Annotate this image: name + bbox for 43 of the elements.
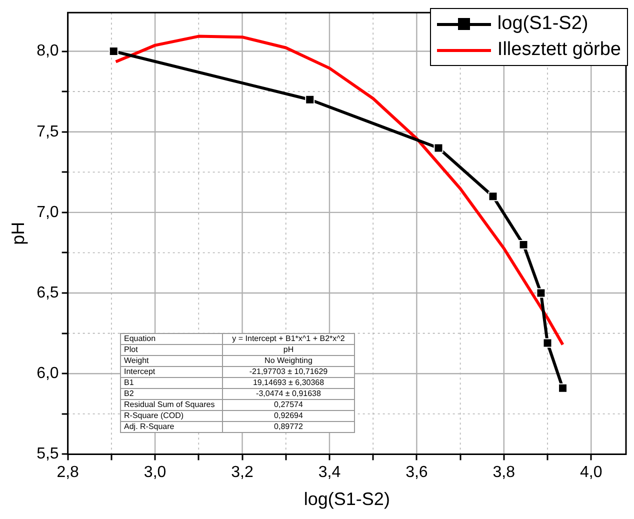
x-tick-label: 4,0 [580,464,602,482]
annotation: Intercept [120,366,222,378]
annotation: pH [222,344,354,356]
annotation: 19,14693 ± 6,30368 [222,378,354,388]
annotation: R-Square (COD) [120,410,222,422]
annotation: Weight [120,356,222,366]
point [488,192,498,202]
y-tick-label: 7,5 [36,123,59,140]
point [536,288,546,298]
y-tick-label: 6,0 [36,365,59,382]
point [518,240,528,250]
x-tick-label: 3,2 [231,464,254,482]
annotation: -21,97703 ± 10,71629 [222,366,354,378]
annotation: B1 [120,378,222,388]
point [305,94,315,104]
point [542,338,552,348]
y-tick-label: 7,0 [36,204,59,221]
y-tick-label: 8,0 [36,42,59,60]
annotation: B2 [120,388,222,400]
annotation: 0,89772 [222,422,354,432]
point [558,383,568,393]
x-tick-label: 3,4 [318,464,341,482]
x-axis-title: log(S1-S2) [304,489,390,510]
legend-label: log(S1-S2) [497,13,588,35]
annotation: -3,0474 ± 0,91638 [222,388,354,400]
legend-label: Illesztett görbe [497,39,621,61]
x-tick-label: 3,6 [406,464,428,482]
annotation: Residual Sum of Squares [120,400,222,410]
annotation: Plot [120,344,222,356]
y-tick-label: 6,5 [36,284,59,302]
x-tick-label: 3,0 [144,464,166,482]
y-tick-label: 5,5 [36,446,59,463]
annotation: No Weighting [222,356,354,366]
x-tick-label: 3,8 [492,464,516,482]
annotation: y = Intercept + B1*x^1 + B2*x^2 [222,334,354,344]
annotation: 0,27574 [222,400,354,410]
annotation: 0,92694 [222,410,354,422]
point [434,143,444,153]
point [108,46,118,56]
x-tick-label: 2,8 [56,464,80,482]
annotation: Equation [120,334,222,344]
y-axis-title: pH [8,222,28,245]
annotation: Adj. R-Square [120,422,222,432]
